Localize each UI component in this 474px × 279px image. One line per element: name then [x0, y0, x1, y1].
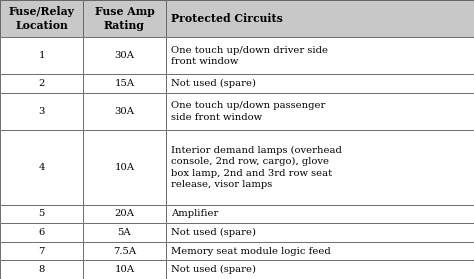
Bar [83, 130, 166, 205]
Text: Protected Circuits: Protected Circuits [171, 13, 283, 24]
Bar [166, 260, 474, 279]
Text: 6: 6 [38, 228, 45, 237]
Text: 15A: 15A [114, 79, 135, 88]
Bar [83, 93, 166, 130]
Bar [83, 0, 166, 37]
Bar [0, 93, 83, 130]
Text: 20A: 20A [114, 210, 135, 218]
Text: Fuse Amp
Rating: Fuse Amp Rating [94, 6, 155, 31]
Bar [0, 93, 83, 130]
Bar [0, 74, 83, 93]
Bar [166, 37, 474, 74]
Bar [166, 223, 474, 242]
Bar [0, 260, 83, 279]
Text: 30A: 30A [114, 51, 135, 60]
Text: 5: 5 [38, 210, 45, 218]
Text: 10A: 10A [114, 163, 135, 172]
Bar [83, 260, 166, 279]
Text: Amplifier: Amplifier [171, 210, 218, 218]
Bar [0, 74, 83, 93]
Bar [166, 205, 474, 223]
Text: One touch up/down driver side
front window: One touch up/down driver side front wind… [171, 45, 328, 66]
Text: Fuse/Relay
Location: Fuse/Relay Location [9, 6, 74, 31]
Bar [166, 93, 474, 130]
Bar [166, 242, 474, 260]
Bar [0, 205, 83, 223]
Text: Not used (spare): Not used (spare) [171, 265, 255, 274]
Bar [166, 74, 474, 93]
Bar [83, 223, 166, 242]
Bar [0, 0, 83, 37]
Text: 7: 7 [38, 247, 45, 256]
Bar [83, 37, 166, 74]
Bar [83, 0, 166, 37]
Text: Not used (spare): Not used (spare) [171, 79, 255, 88]
Bar [83, 242, 166, 260]
Text: One touch up/down passenger
side front window: One touch up/down passenger side front w… [171, 101, 325, 122]
Bar [0, 260, 83, 279]
Bar [166, 93, 474, 130]
Bar [83, 37, 166, 74]
Bar [83, 242, 166, 260]
Text: 4: 4 [38, 163, 45, 172]
Bar [166, 242, 474, 260]
Bar [166, 0, 474, 37]
Bar [166, 0, 474, 37]
Bar [0, 242, 83, 260]
Text: 5A: 5A [118, 228, 131, 237]
Text: 7.5A: 7.5A [113, 247, 136, 256]
Bar [83, 74, 166, 93]
Bar [166, 205, 474, 223]
Bar [166, 74, 474, 93]
Bar [83, 74, 166, 93]
Text: 30A: 30A [114, 107, 135, 116]
Bar [0, 205, 83, 223]
Text: 10A: 10A [114, 265, 135, 274]
Bar [166, 130, 474, 205]
Bar [83, 130, 166, 205]
Bar [0, 37, 83, 74]
Text: 1: 1 [38, 51, 45, 60]
Bar [83, 205, 166, 223]
Bar [83, 223, 166, 242]
Bar [166, 260, 474, 279]
Bar [0, 223, 83, 242]
Text: Interior demand lamps (overhead
console, 2nd row, cargo), glove
box lamp, 2nd an: Interior demand lamps (overhead console,… [171, 146, 341, 189]
Bar [166, 130, 474, 205]
Text: Not used (spare): Not used (spare) [171, 228, 255, 237]
Bar [83, 260, 166, 279]
Bar [166, 37, 474, 74]
Text: 2: 2 [38, 79, 45, 88]
Text: 8: 8 [38, 265, 45, 274]
Bar [166, 223, 474, 242]
Bar [0, 242, 83, 260]
Bar [0, 130, 83, 205]
Bar [0, 130, 83, 205]
Text: 3: 3 [38, 107, 45, 116]
Text: Memory seat module logic feed: Memory seat module logic feed [171, 247, 330, 256]
Bar [0, 223, 83, 242]
Bar [83, 205, 166, 223]
Bar [0, 0, 83, 37]
Bar [0, 37, 83, 74]
Bar [83, 93, 166, 130]
